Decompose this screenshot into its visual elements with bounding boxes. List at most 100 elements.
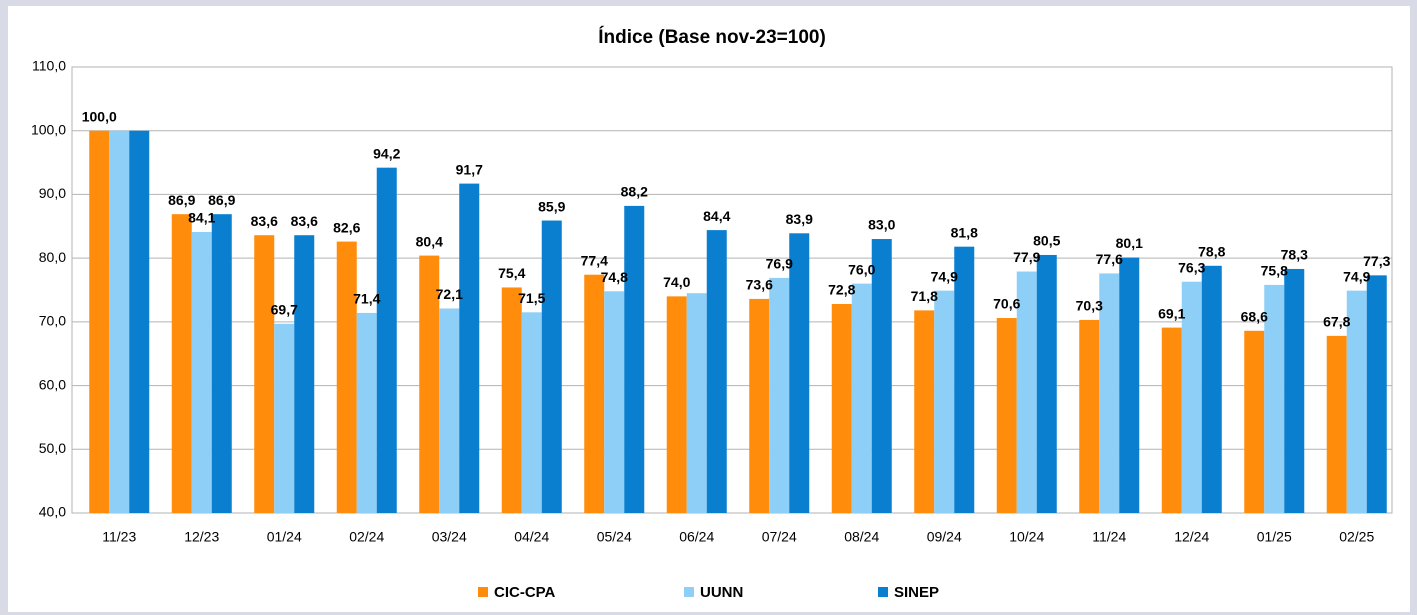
bar bbox=[129, 130, 150, 513]
x-tick-label: 04/24 bbox=[514, 529, 549, 545]
bar bbox=[769, 277, 790, 513]
y-tick-label: 80,0 bbox=[39, 249, 66, 265]
value-label: 76,9 bbox=[766, 256, 793, 272]
value-label: 77,6 bbox=[1096, 251, 1123, 267]
value-label: 74,0 bbox=[663, 274, 690, 290]
value-label: 69,1 bbox=[1158, 305, 1185, 321]
value-label: 94,2 bbox=[373, 145, 400, 161]
value-label: 73,6 bbox=[746, 277, 773, 293]
x-tick-label: 08/24 bbox=[844, 529, 879, 545]
value-label: 83,6 bbox=[251, 213, 278, 229]
bar bbox=[89, 130, 110, 513]
bar bbox=[501, 287, 522, 513]
value-label: 67,8 bbox=[1323, 314, 1350, 330]
bar bbox=[419, 255, 440, 513]
x-tick-label: 01/25 bbox=[1257, 529, 1292, 545]
bar bbox=[171, 214, 192, 513]
x-tick-label: 06/24 bbox=[679, 529, 714, 545]
bar bbox=[934, 290, 955, 513]
bar bbox=[789, 233, 810, 513]
value-label: 78,8 bbox=[1198, 243, 1225, 259]
bar bbox=[954, 246, 975, 513]
value-label: 83,9 bbox=[786, 211, 813, 227]
value-label: 91,7 bbox=[456, 161, 483, 177]
value-label: 70,3 bbox=[1076, 298, 1103, 314]
bar bbox=[666, 296, 687, 513]
x-tick-label: 03/24 bbox=[432, 529, 467, 545]
value-label: 83,6 bbox=[291, 213, 318, 229]
value-label: 71,8 bbox=[911, 288, 938, 304]
value-label: 77,3 bbox=[1363, 253, 1390, 269]
y-tick-label: 100,0 bbox=[31, 121, 66, 137]
bar bbox=[1099, 273, 1120, 513]
y-tick-label: 50,0 bbox=[39, 440, 66, 456]
bar bbox=[521, 312, 542, 513]
bar bbox=[604, 291, 625, 513]
legend-label: CIC-CPA bbox=[494, 584, 556, 601]
value-label: 84,1 bbox=[188, 210, 215, 226]
value-label: 71,4 bbox=[353, 291, 380, 307]
legend-swatch bbox=[878, 587, 888, 597]
bar bbox=[996, 318, 1017, 513]
bar bbox=[871, 239, 892, 513]
value-label: 75,4 bbox=[498, 265, 525, 281]
value-label: 74,9 bbox=[931, 268, 958, 284]
value-label: 69,7 bbox=[271, 301, 298, 317]
value-label: 86,9 bbox=[208, 192, 235, 208]
value-label: 72,8 bbox=[828, 282, 855, 298]
value-label: 85,9 bbox=[538, 198, 565, 214]
bar bbox=[1284, 268, 1305, 513]
value-label: 80,4 bbox=[416, 233, 443, 249]
bar bbox=[1326, 335, 1347, 513]
bar bbox=[624, 205, 645, 513]
bar bbox=[1036, 254, 1057, 513]
bar bbox=[1346, 290, 1367, 513]
value-label: 70,6 bbox=[993, 296, 1020, 312]
bar bbox=[1181, 281, 1202, 513]
value-label: 84,4 bbox=[703, 208, 730, 224]
value-label: 86,9 bbox=[168, 192, 195, 208]
x-tick-label: 02/25 bbox=[1339, 529, 1374, 545]
value-label: 80,5 bbox=[1033, 233, 1060, 249]
bar bbox=[1119, 257, 1140, 513]
value-label: 76,0 bbox=[848, 261, 875, 277]
bar bbox=[831, 304, 852, 513]
value-label: 78,3 bbox=[1281, 247, 1308, 263]
x-tick-label: 11/23 bbox=[102, 529, 136, 545]
x-tick-label: 10/24 bbox=[1009, 529, 1044, 545]
bar bbox=[1264, 284, 1285, 513]
value-label: 74,8 bbox=[601, 269, 628, 285]
bar bbox=[1079, 319, 1100, 513]
chart-title: Índice (Base nov-23=100) bbox=[598, 26, 826, 48]
y-tick-label: 40,0 bbox=[39, 504, 66, 520]
legend-label: UUNN bbox=[700, 584, 743, 601]
x-tick-label: 05/24 bbox=[597, 529, 632, 545]
x-tick-label: 12/24 bbox=[1174, 529, 1209, 545]
bar bbox=[294, 235, 315, 513]
bar bbox=[749, 298, 770, 513]
bar bbox=[851, 283, 872, 513]
value-label: 71,5 bbox=[518, 290, 545, 306]
value-label: 74,9 bbox=[1343, 268, 1370, 284]
legend-swatch bbox=[478, 587, 488, 597]
bar bbox=[459, 183, 480, 513]
bar bbox=[376, 167, 397, 513]
bar bbox=[191, 232, 212, 513]
y-tick-label: 90,0 bbox=[39, 185, 66, 201]
bar bbox=[274, 323, 295, 513]
x-tick-label: 07/24 bbox=[762, 529, 797, 545]
x-tick-label: 02/24 bbox=[349, 529, 384, 545]
bar bbox=[1366, 275, 1387, 513]
bar bbox=[336, 241, 357, 513]
value-label: 77,9 bbox=[1013, 249, 1040, 265]
bar bbox=[439, 308, 460, 513]
bar bbox=[1161, 327, 1182, 513]
x-tick-label: 09/24 bbox=[927, 529, 962, 545]
value-label: 88,2 bbox=[621, 184, 648, 200]
value-label: 83,0 bbox=[868, 217, 895, 233]
bar bbox=[584, 274, 605, 513]
legend-swatch bbox=[684, 587, 694, 597]
value-label: 100,0 bbox=[82, 108, 117, 124]
x-tick-label: 01/24 bbox=[267, 529, 302, 545]
